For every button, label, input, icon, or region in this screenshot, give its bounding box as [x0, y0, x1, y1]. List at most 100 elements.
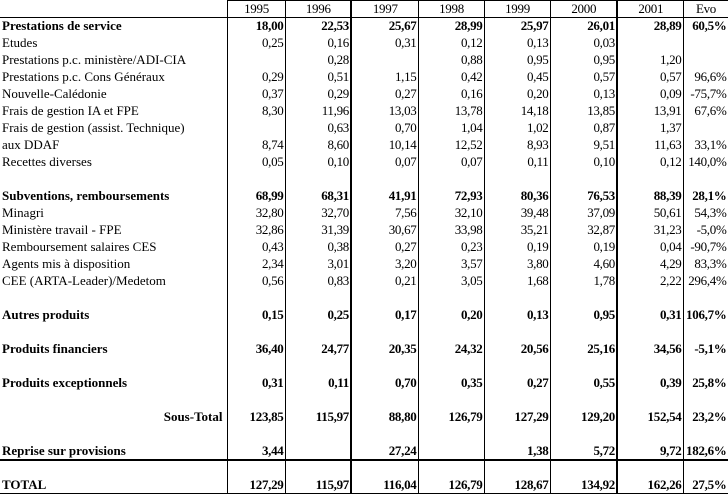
cell-1998: 0,88	[417, 51, 484, 69]
cell-1998	[417, 442, 484, 460]
cell-evo	[682, 51, 728, 69]
cell-1998	[417, 391, 484, 409]
cell-1998	[417, 357, 484, 375]
cell-1996: 8,60	[284, 136, 351, 154]
row-label: Prestations de service	[2, 18, 122, 34]
cell-1995: 0,25	[226, 34, 285, 52]
row-label	[0, 171, 227, 188]
cell-1998: 28,99	[417, 17, 484, 35]
table-row: Etudes 0,25 0,16 0,31 0,12 0,13 0,03	[0, 34, 728, 52]
header-1999: 1999	[483, 0, 550, 18]
cell-1997	[350, 51, 418, 69]
cell-evo: -5,0%	[682, 221, 728, 239]
cell-1996	[284, 170, 351, 188]
cell-1999: 0,11	[483, 153, 550, 171]
cell-1995	[226, 289, 285, 307]
cell-1997	[350, 425, 418, 443]
cell-evo	[682, 170, 728, 188]
cell-2001: 34,56	[616, 340, 683, 358]
cell-evo: 60,5%	[682, 17, 728, 35]
header-1995: 1995	[226, 0, 285, 18]
cell-1998: 32,10	[417, 204, 484, 222]
cell-1995	[226, 357, 285, 375]
cell-1998	[417, 458, 484, 477]
cell-2000: 26,01	[549, 17, 617, 35]
cell-1997: 0,17	[350, 306, 418, 324]
row-label	[0, 358, 227, 375]
cell-evo: -90,7%	[682, 238, 728, 256]
cell-1999: 0,95	[483, 51, 550, 69]
cell-1995: 0,37	[226, 85, 285, 103]
cell-1996	[284, 357, 351, 375]
cell-2001	[616, 391, 683, 409]
cell-1997	[350, 391, 418, 409]
cell-1997: 25,67	[350, 17, 418, 35]
cell-1999: 1,02	[483, 119, 550, 137]
cell-1997: 13,03	[350, 102, 418, 120]
cell-1998	[417, 170, 484, 188]
cell-1997	[350, 357, 418, 375]
cell-1999: 127,29	[483, 408, 550, 426]
cell-2000	[549, 391, 617, 409]
cell-2000: 134,92	[549, 476, 617, 494]
cell-1998: 0,12	[417, 34, 484, 52]
cell-1998: 3,57	[417, 255, 484, 273]
cell-1998	[417, 425, 484, 443]
cell-1997: 0,70	[350, 119, 418, 137]
cell-1996	[284, 425, 351, 443]
cell-1996: 0,25	[284, 306, 351, 324]
cell-1996: 0,51	[284, 68, 351, 86]
cell-1996: 0,16	[284, 34, 351, 52]
cell-2001: 0,57	[616, 68, 683, 86]
cell-2000: 0,10	[549, 153, 617, 171]
cell-2001	[616, 357, 683, 375]
row-label: Sous-Total	[163, 409, 223, 424]
cell-evo	[682, 119, 728, 137]
blank-row	[0, 458, 728, 477]
cell-evo: 182,6%	[682, 442, 728, 460]
cell-1999	[483, 289, 550, 307]
cell-1996: 115,97	[284, 476, 351, 494]
cell-2001: 2,22	[616, 272, 683, 290]
cell-1997: 27,24	[350, 442, 418, 460]
cell-2000: 5,72	[549, 442, 617, 460]
cell-evo	[682, 391, 728, 409]
table-row: Remboursement salaires CES 0,43 0,38 0,27 0,…	[0, 238, 728, 256]
header-2000: 2000	[549, 0, 617, 18]
cell-1996	[284, 391, 351, 409]
cell-2001: 1,20	[616, 51, 683, 69]
cell-evo: 106,7%	[682, 306, 728, 324]
cell-2001: 13,91	[616, 102, 683, 120]
cell-evo	[682, 289, 728, 307]
cell-1997: 116,04	[350, 476, 418, 494]
cell-2000: 32,87	[549, 221, 617, 239]
cell-evo: 27,5%	[682, 476, 728, 494]
cell-2001: 162,26	[616, 476, 683, 494]
cell-2000	[549, 170, 617, 188]
cell-1995: 0,31	[226, 374, 285, 392]
cell-1995: 36,40	[226, 340, 285, 358]
header-row: 1995 1996 1997 1998 1999 2000 2001 Evo	[0, 0, 728, 18]
cell-1995: 0,29	[226, 68, 285, 86]
header-2001: 2001	[616, 0, 683, 18]
cell-evo: 67,6%	[682, 102, 728, 120]
row-label: Minagri	[2, 205, 44, 220]
blank-row	[0, 289, 728, 307]
cell-1995: 8,74	[226, 136, 285, 154]
cell-1999	[483, 170, 550, 188]
cell-1996	[284, 323, 351, 341]
cell-2000	[549, 458, 617, 477]
cell-1997: 0,21	[350, 272, 418, 290]
cell-1996: 68,31	[284, 187, 351, 205]
cell-1995: 2,34	[226, 255, 285, 273]
cell-1999: 0,27	[483, 374, 550, 392]
cell-2001: 28,89	[616, 17, 683, 35]
cell-2001	[616, 170, 683, 188]
row-label: Recettes diverses	[2, 154, 92, 169]
cell-evo: 140,0%	[682, 153, 728, 171]
cell-1997: 0,27	[350, 85, 418, 103]
cell-1995: 68,99	[226, 187, 285, 205]
row-label: Produits exceptionnels	[2, 375, 128, 390]
cell-evo: 25,8%	[682, 374, 728, 392]
